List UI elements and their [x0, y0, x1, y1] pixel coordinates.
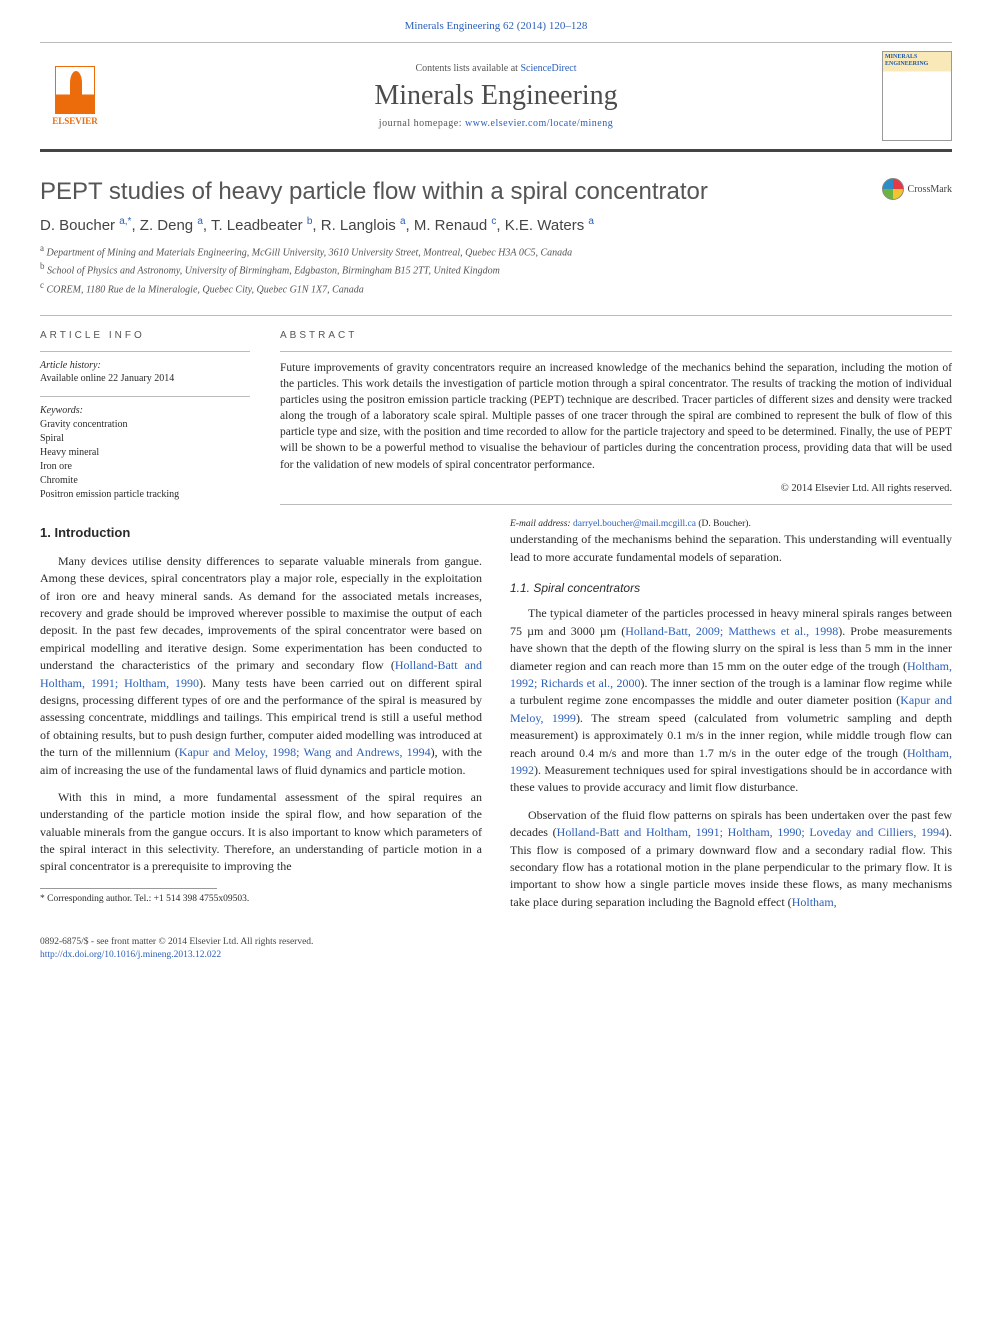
affiliation-line: a Department of Mining and Materials Eng…	[40, 242, 952, 260]
history-text: Available online 22 January 2014	[40, 373, 250, 384]
crossmark-icon	[882, 178, 904, 200]
section-1-1-heading: 1.1. Spiral concentrators	[510, 580, 952, 597]
keyword-item: Spiral	[40, 432, 250, 446]
crossmark-label: CrossMark	[908, 184, 952, 195]
publisher-logo: ELSEVIER	[40, 56, 110, 136]
abstract-col: ABSTRACT Future improvements of gravity …	[280, 330, 952, 514]
body-para: Many devices utilise density differences…	[40, 553, 482, 779]
journal-cover-thumb: MINERALS ENGINEERING	[882, 51, 952, 141]
footnote-separator	[40, 888, 217, 889]
body-text: ). The stream speed (calculated from vol…	[510, 711, 952, 760]
affiliation-line: b School of Physics and Astronomy, Unive…	[40, 260, 952, 278]
email-note: E-mail address: darryel.boucher@mail.mcg…	[510, 518, 952, 531]
keyword-item: Positron emission particle tracking	[40, 488, 250, 502]
authors-line: D. Boucher a,*, Z. Deng a, T. Leadbeater…	[40, 216, 952, 234]
citation-link[interactable]: Minerals Engineering 62 (2014) 120–128	[405, 20, 588, 32]
body-para: With this in mind, a more fundamental as…	[40, 789, 482, 876]
journal-header: ELSEVIER Contents lists available at Sci…	[40, 42, 952, 152]
citation-link[interactable]: Holtham,	[792, 895, 837, 909]
doi-link[interactable]: http://dx.doi.org/10.1016/j.mineng.2013.…	[40, 950, 221, 960]
homepage-line: journal homepage: www.elsevier.com/locat…	[110, 118, 882, 129]
email-label: E-mail address:	[510, 519, 573, 529]
homepage-prefix: journal homepage:	[379, 118, 465, 129]
body-para: Observation of the fluid flow patterns o…	[510, 807, 952, 911]
front-matter-line: 0892-6875/$ - see front matter © 2014 El…	[40, 936, 313, 949]
email-link[interactable]: darryel.boucher@mail.mcgill.ca	[573, 519, 696, 529]
contents-prefix: Contents lists available at	[415, 63, 520, 74]
crossmark-badge[interactable]: CrossMark	[882, 178, 952, 200]
abstract-label: ABSTRACT	[280, 330, 952, 341]
email-suffix: (D. Boucher).	[696, 519, 751, 529]
citation-link[interactable]: Holland-Batt and Holtham, 1991; Holtham,…	[557, 825, 945, 839]
running-citation: Minerals Engineering 62 (2014) 120–128	[40, 20, 952, 32]
contents-line: Contents lists available at ScienceDirec…	[110, 63, 882, 74]
history-heading: Article history:	[40, 360, 250, 371]
affiliations: a Department of Mining and Materials Eng…	[40, 242, 952, 297]
elsevier-tree-icon	[55, 66, 95, 114]
keywords-heading: Keywords:	[40, 405, 250, 416]
corresponding-author-note: * Corresponding author. Tel.: +1 514 398…	[40, 893, 482, 906]
body-para: understanding of the mechanisms behind t…	[510, 531, 952, 566]
article-info-label: ARTICLE INFO	[40, 330, 250, 341]
article-title: PEPT studies of heavy particle flow with…	[40, 178, 708, 206]
abstract-text: Future improvements of gravity concentra…	[280, 351, 952, 473]
keyword-item: Gravity concentration	[40, 418, 250, 432]
publisher-name: ELSEVIER	[52, 116, 98, 126]
citation-link[interactable]: Kapur and Meloy, 1998; Wang and Andrews,…	[179, 745, 431, 759]
abstract-copyright: © 2014 Elsevier Ltd. All rights reserved…	[280, 483, 952, 504]
article-info-col: ARTICLE INFO Article history: Available …	[40, 330, 250, 514]
homepage-link[interactable]: www.elsevier.com/locate/mineng	[465, 118, 613, 129]
sciencedirect-link[interactable]: ScienceDirect	[520, 63, 576, 74]
section-1-heading: 1. Introduction	[40, 524, 482, 543]
affiliation-line: c COREM, 1180 Rue de la Mineralogie, Que…	[40, 279, 952, 297]
journal-name: Minerals Engineering	[110, 80, 882, 112]
citation-link[interactable]: Holland-Batt, 2009; Matthews et al., 199…	[625, 624, 838, 638]
cover-title: MINERALS ENGINEERING	[885, 54, 949, 67]
body-text: Many devices utilise density differences…	[40, 554, 482, 672]
keyword-item: Heavy mineral	[40, 446, 250, 460]
page-footer: 0892-6875/$ - see front matter © 2014 El…	[40, 936, 952, 963]
keyword-item: Chromite	[40, 474, 250, 488]
article-body: 1. Introduction Many devices utilise den…	[40, 518, 952, 916]
body-text: ). Measurement techniques used for spira…	[510, 763, 952, 794]
keyword-item: Iron ore	[40, 460, 250, 474]
body-para: The typical diameter of the particles pr…	[510, 605, 952, 796]
header-center: Contents lists available at ScienceDirec…	[110, 63, 882, 129]
keywords-list: Gravity concentrationSpiralHeavy mineral…	[40, 418, 250, 502]
